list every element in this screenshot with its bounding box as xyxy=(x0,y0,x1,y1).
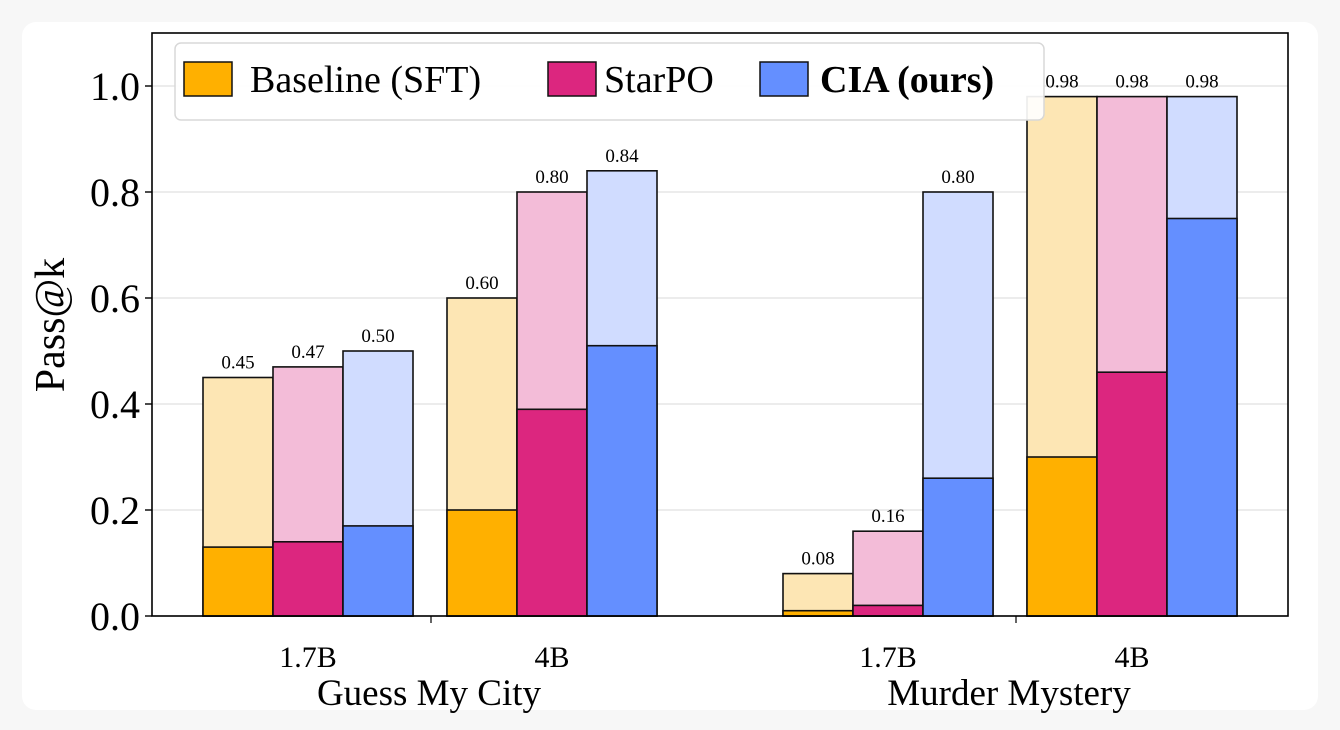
data-label: 0.80 xyxy=(941,167,974,188)
bar-pass-at-k xyxy=(852,530,924,617)
bar-pass-at-1 xyxy=(342,525,414,617)
bar-pass-at-1 xyxy=(922,477,994,617)
y-axis: 0.0 0.2 0.4 0.6 0.8 1.0 xyxy=(90,64,152,639)
bars xyxy=(202,95,1238,617)
x-tick-label: 4B xyxy=(534,641,569,674)
y-tick-label: 0.8 xyxy=(90,170,140,215)
data-label: 0.84 xyxy=(605,146,639,167)
legend-label: Baseline (SFT) xyxy=(250,59,481,101)
plot-frame xyxy=(151,32,1289,617)
data-label: 0.47 xyxy=(291,342,324,363)
legend-label: CIA (ours) xyxy=(820,59,994,101)
data-label: 0.45 xyxy=(221,353,254,374)
x-tick-label: 1.7B xyxy=(859,641,917,674)
data-label: 0.80 xyxy=(535,167,568,188)
y-tick-label: 0.2 xyxy=(90,488,140,533)
data-label: 0.60 xyxy=(465,273,498,294)
legend-box xyxy=(174,42,1045,121)
legend-swatch-baseline xyxy=(183,61,233,97)
data-label: 0.50 xyxy=(361,326,394,347)
bar-pass-at-1 xyxy=(852,604,924,617)
y-tick-label: 0.4 xyxy=(90,382,140,427)
bar-pass-at-1 xyxy=(516,408,588,617)
bar-pass-at-1 xyxy=(1096,371,1168,617)
group-label: Guess My City xyxy=(317,673,542,714)
data-label: 0.08 xyxy=(801,549,834,570)
legend-swatch-starpo xyxy=(547,61,597,97)
bar-pass-at-1 xyxy=(272,540,344,617)
y-tick-label: 1.0 xyxy=(90,64,140,109)
bar-pass-at-1 xyxy=(1166,217,1238,617)
data-label: 0.98 xyxy=(1115,72,1148,93)
legend-swatch-cia xyxy=(759,61,809,97)
bar-pass-at-1 xyxy=(586,344,658,617)
legend: Baseline (SFT) StarPO CIA (ours) xyxy=(174,42,1045,121)
bar-pass-at-1 xyxy=(1026,456,1098,617)
bar-pass-at-1 xyxy=(446,509,518,617)
x-tick-label: 1.7B xyxy=(279,641,337,674)
legend-label: StarPO xyxy=(604,59,714,101)
data-label: 0.98 xyxy=(1045,72,1078,93)
x-tick-label: 4B xyxy=(1114,641,1149,674)
data-label: 0.98 xyxy=(1185,72,1218,93)
data-label: 0.16 xyxy=(871,506,904,527)
bar-pass-at-1 xyxy=(202,546,274,617)
y-tick-label: 0.0 xyxy=(90,594,140,639)
bar-pass-at-k xyxy=(782,572,854,617)
y-axis-title: Pass@k xyxy=(28,258,74,392)
y-tick-label: 0.6 xyxy=(90,276,140,321)
data-labels: 0.45 0.47 0.50 0.60 0.80 0.84 0.08 0.16 0.80 0.98… xyxy=(221,72,1218,570)
group-label: Murder Mystery xyxy=(887,673,1131,714)
